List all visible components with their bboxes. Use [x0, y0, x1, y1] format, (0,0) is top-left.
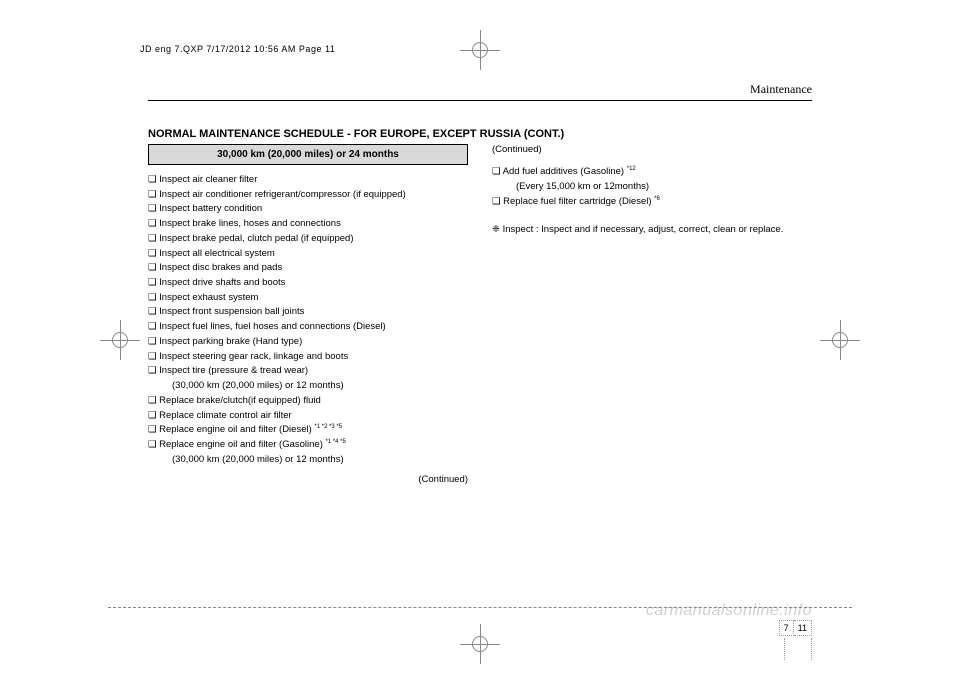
list-item: ❑ Inspect tire (pressure & tread wear)	[148, 364, 468, 379]
list-item: ❑ Add fuel additives (Gasoline) *12	[492, 165, 812, 180]
crop-mark-top	[460, 30, 500, 70]
list-item: ❑ Inspect battery condition	[148, 202, 468, 217]
right-column: (Continued) ❑ Add fuel additives (Gasoli…	[492, 144, 812, 485]
page-box-extension	[784, 638, 812, 660]
continued-label-top: (Continued)	[492, 144, 812, 155]
page-number-box: 7 11	[779, 620, 812, 636]
schedule-box-header: 30,000 km (20,000 miles) or 24 months	[148, 144, 468, 165]
list-item: ❑ Inspect drive shafts and boots	[148, 276, 468, 291]
dotted-rule	[108, 607, 852, 608]
list-item-text: ❑ Replace engine oil and filter (Gasolin…	[148, 439, 326, 450]
list-item: ❑ Replace engine oil and filter (Gasolin…	[148, 438, 468, 453]
list-item: ❑ Inspect brake lines, hoses and connect…	[148, 217, 468, 232]
list-item: ❑ Inspect disc brakes and pads	[148, 261, 468, 276]
list-item: ❑ Inspect air conditioner refrigerant/co…	[148, 188, 468, 203]
crop-mark-right	[820, 320, 860, 360]
list-item: ❑ Replace fuel filter cartridge (Diesel)…	[492, 195, 812, 210]
list-item: ❑ Inspect front suspension ball joints	[148, 305, 468, 320]
inspect-footnote: ❈ Inspect : Inspect and if necessary, ad…	[492, 223, 812, 237]
list-item: ❑ Inspect parking brake (Hand type)	[148, 335, 468, 350]
print-header-stamp: JD eng 7.QXP 7/17/2012 10:56 AM Page 11	[140, 44, 335, 54]
list-item-sub: (30,000 km (20,000 miles) or 12 months)	[148, 379, 468, 394]
list-item: ❑ Inspect air cleaner filter	[148, 173, 468, 188]
list-item-text: ❑ Add fuel additives (Gasoline)	[492, 166, 627, 177]
list-item: ❑ Inspect steering gear rack, linkage an…	[148, 350, 468, 365]
watermark-text: carmanualsonline.info	[646, 602, 812, 620]
left-column: 30,000 km (20,000 miles) or 24 months ❑ …	[148, 144, 468, 485]
list-item: ❑ Replace climate control air filter	[148, 409, 468, 424]
footnote-ref: *12	[627, 166, 636, 172]
horizontal-rule	[148, 100, 812, 101]
list-item: ❑ Inspect all electrical system	[148, 247, 468, 262]
list-item: ❑ Inspect brake pedal, clutch pedal (if …	[148, 232, 468, 247]
maintenance-item-list-right: ❑ Add fuel additives (Gasoline) *12 (Eve…	[492, 165, 812, 209]
crop-mark-left	[100, 320, 140, 360]
list-item: ❑ Replace brake/clutch(if equipped) flui…	[148, 394, 468, 409]
list-item: ❑ Inspect exhaust system	[148, 291, 468, 306]
footnote-ref: *1 *4 *5	[326, 439, 346, 445]
list-item: ❑ Replace engine oil and filter (Diesel)…	[148, 423, 468, 438]
continued-label: (Continued)	[148, 474, 468, 485]
page-section-number: 7	[779, 620, 794, 636]
page-number: 11	[794, 620, 812, 636]
list-item-sub: (Every 15,000 km or 12months)	[492, 180, 812, 195]
list-item-sub: (30,000 km (20,000 miles) or 12 months)	[148, 453, 468, 468]
list-item-text: ❑ Replace engine oil and filter (Diesel)	[148, 424, 314, 435]
footnote-ref: *6	[654, 196, 660, 202]
content-columns: 30,000 km (20,000 miles) or 24 months ❑ …	[148, 144, 812, 485]
maintenance-item-list: ❑ Inspect air cleaner filter ❑ Inspect a…	[148, 173, 468, 468]
crop-mark-bottom	[460, 624, 500, 664]
section-label: Maintenance	[750, 82, 812, 97]
footnote-ref: *1 *2 *3 *5	[314, 424, 342, 430]
list-item: ❑ Inspect fuel lines, fuel hoses and con…	[148, 320, 468, 335]
page-title: NORMAL MAINTENANCE SCHEDULE - FOR EUROPE…	[148, 128, 564, 140]
list-item-text: ❑ Replace fuel filter cartridge (Diesel)	[492, 196, 654, 207]
